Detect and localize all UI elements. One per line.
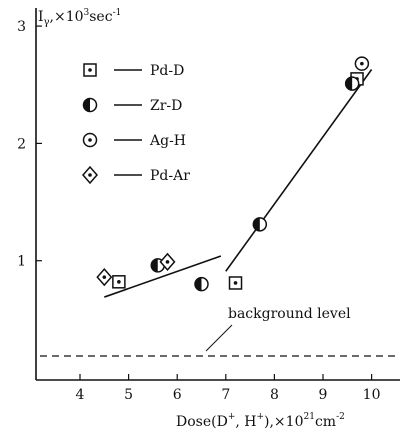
y-axis-label: Iγ,×103sec-1 xyxy=(38,8,121,28)
background-level-annotation: background level xyxy=(228,306,351,322)
y-tick-label: 3 xyxy=(17,19,26,35)
data-point-ag-h-1 xyxy=(354,56,370,71)
y-tick-label: 2 xyxy=(17,136,26,152)
data-point-zr-d-2 xyxy=(194,276,209,292)
data-points xyxy=(96,56,370,292)
x-tick-label: 5 xyxy=(124,387,133,403)
data-point-pd-d-1 xyxy=(112,275,126,289)
data-point-pd-ar-1 xyxy=(96,267,113,287)
legend-label-pd-ar: Pd-Ar xyxy=(150,168,190,184)
x-tick-label: 4 xyxy=(76,387,85,403)
x-tick-label: 8 xyxy=(270,387,279,403)
legend-label-zr-d: Zr-D xyxy=(150,98,182,114)
data-point-zr-d-4 xyxy=(344,76,360,91)
tick-marks: 4 5 6 7 8 9 10 1 2 3 xyxy=(17,19,380,403)
legend-marker-ag-h xyxy=(82,132,98,148)
x-tick-label: 9 xyxy=(319,387,328,403)
data-point-pd-ar-2 xyxy=(159,252,176,272)
data-point-pd-d-2 xyxy=(228,276,243,290)
legend-marker-pd-ar xyxy=(82,165,98,185)
fit-line-2 xyxy=(225,69,373,272)
legend-label-ag-h: Ag-H xyxy=(149,133,186,149)
data-point-zr-d-3 xyxy=(252,217,268,232)
axes xyxy=(35,8,400,381)
annotation-leader-line xyxy=(205,324,233,352)
y-tick-label: 1 xyxy=(17,254,26,270)
legend-marker-zr-d xyxy=(82,97,98,113)
fit-line-1 xyxy=(104,255,222,298)
x-tick-label: 7 xyxy=(221,387,230,403)
x-tick-label: 10 xyxy=(363,387,381,403)
x-tick-label: 6 xyxy=(173,387,182,403)
legend-marker-pd-d xyxy=(83,63,97,77)
legend-label-pd-d: Pd-D xyxy=(150,63,184,79)
fit-lines xyxy=(40,69,400,357)
legend: Pd-D Zr-D Ag-H Pd-Ar xyxy=(82,63,190,185)
x-axis-label: Dose(D+, H+),×1021cm-2 xyxy=(176,412,345,430)
